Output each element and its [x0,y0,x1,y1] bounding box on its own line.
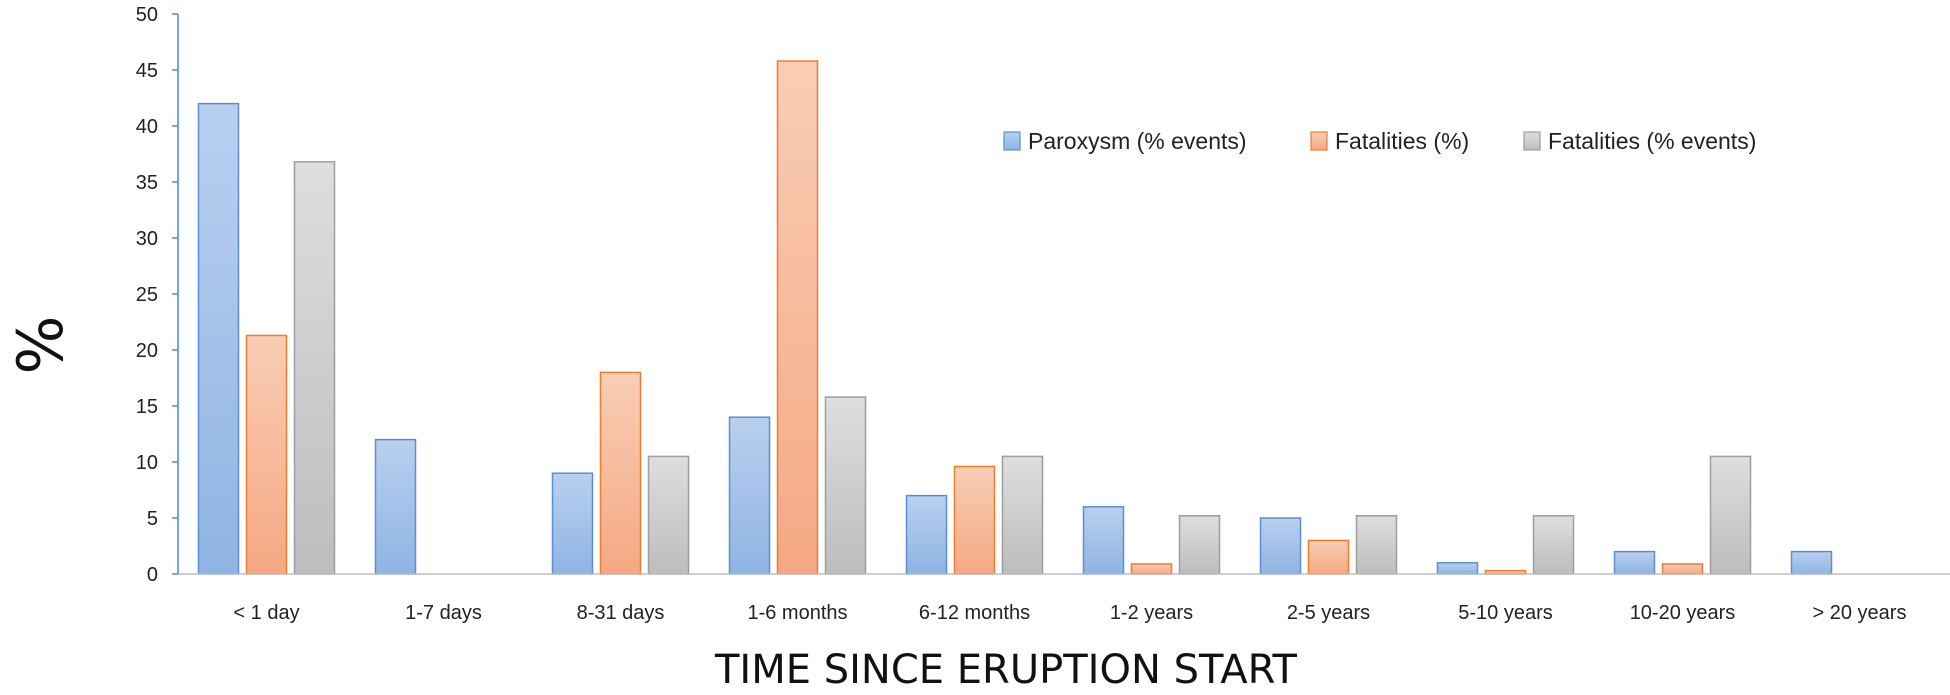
bar-fatalities-events [1178,515,1221,575]
bar-fatalities-events [1355,515,1398,575]
bar-paroxysm [197,102,240,575]
y-tick-label: 50 [136,4,158,26]
y-tick-label: 10 [136,452,158,474]
legend-label: Fatalities (% events) [1548,128,1756,154]
bar-paroxysm [905,494,948,575]
y-tick-label: 15 [136,396,158,418]
bar-fatalities-events [1532,515,1575,575]
bar-fatalities-events [293,161,336,575]
legend-swatch [1003,131,1021,151]
bar-paroxysm [1613,550,1656,575]
x-tick-label: 2-5 years [1287,602,1370,624]
bar-paroxysm [1436,562,1479,575]
bars-group [197,60,1833,575]
bar-fatalities [245,334,288,575]
bar-fatalities [776,60,819,575]
legend-label: Fatalities (%) [1335,128,1469,154]
bar-paroxysm [1082,506,1125,575]
y-tick-label: 5 [147,508,158,530]
legend-swatch [1523,131,1541,151]
y-tick-label: 20 [136,340,158,362]
legend: Paroxysm (% events) Fatalities (%) Fatalit… [1003,128,1756,154]
axes-group [177,14,1950,575]
bar-fatalities-events [1001,455,1044,575]
bar-paroxysm [551,472,594,575]
x-tick-label: 1-2 years [1110,602,1193,624]
x-axis-title: TIME SINCE ERUPTION START [714,647,1298,693]
x-tick-label: < 1 day [233,602,299,624]
bar-paroxysm [374,438,417,575]
bar-fatalities [1130,563,1173,575]
x-tick-label: 1-6 months [747,602,847,624]
y-axis-title: % [4,316,77,375]
x-tick-label: 5-10 years [1458,602,1553,624]
x-tick-labels: < 1 day 1-7 days 8-31 days 1-6 months 6-12 m… [233,602,1906,624]
y-tick-label: 30 [136,228,158,250]
bar-fatalities-events [824,396,867,575]
bar-fatalities-events [1709,455,1752,575]
x-tick-label: 1-7 days [405,602,482,624]
y-tick-labels: 0 5 10 15 20 25 30 35 40 45 50 [136,4,178,586]
y-tick-label: 40 [136,116,158,138]
bar-fatalities-events [647,455,690,575]
y-tick-label: 0 [147,564,158,586]
x-tick-label: > 20 years [1813,602,1907,624]
bar-fatalities [599,371,642,575]
bar-paroxysm [1259,517,1302,575]
legend-label: Paroxysm (% events) [1028,128,1247,154]
bar-fatalities [1307,539,1350,575]
bar-fatalities [1661,563,1704,575]
x-tick-label: 8-31 days [577,602,665,624]
legend-swatch [1310,131,1328,151]
y-tick-label: 25 [136,284,158,306]
y-tick-label: 35 [136,172,158,194]
y-tick-label: 45 [136,60,158,82]
x-tick-label: 10-20 years [1630,602,1736,624]
bar-fatalities [953,465,996,575]
x-tick-label: 6-12 months [919,602,1030,624]
bar-paroxysm [1790,550,1833,575]
bar-paroxysm [728,416,771,575]
